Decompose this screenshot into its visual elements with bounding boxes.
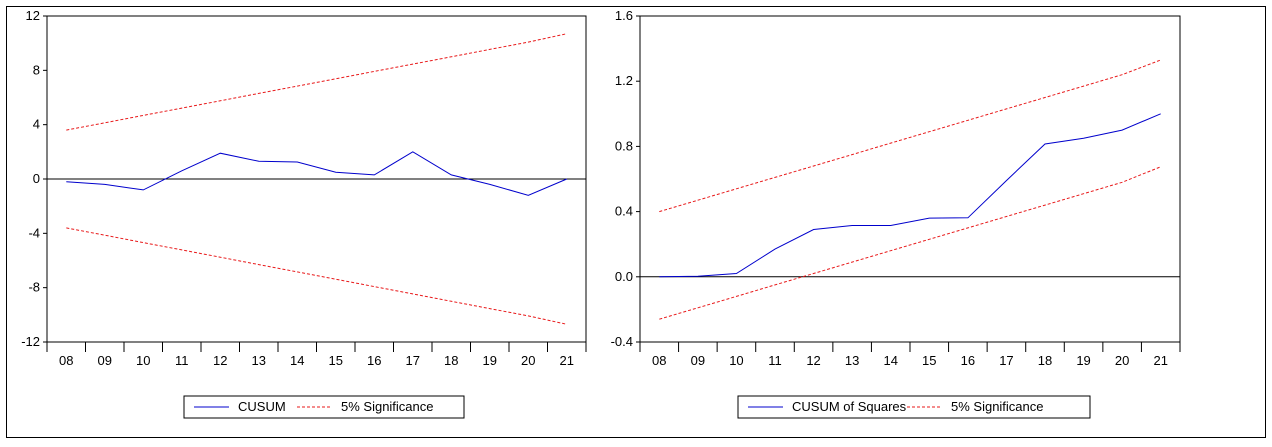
y-tick-label: -12 [21, 334, 40, 349]
series-line-2 [659, 59, 1161, 213]
x-tick-label: 18 [444, 353, 458, 368]
y-tick-label: 0 [33, 171, 40, 186]
legend-label: CUSUM of Squares [792, 399, 907, 414]
x-tick-label: 14 [883, 353, 897, 368]
x-tick-label: 09 [691, 353, 705, 368]
y-tick-label: -4 [28, 225, 40, 240]
x-tick-label: 21 [560, 353, 574, 368]
x-tick-label: 10 [136, 353, 150, 368]
x-tick-label: 18 [1038, 353, 1052, 368]
y-tick-label: 8 [33, 62, 40, 77]
series-line-2 [66, 33, 567, 131]
x-tick-label: 13 [252, 353, 266, 368]
chart-panel-2: -0.4 0.0 0.4 0.8 1.2 1.6 08 09 10 11 12 13 14 15 16 17 1… [611, 8, 1181, 419]
y-tick-label: -8 [28, 280, 40, 295]
x-tick-label: 10 [729, 353, 743, 368]
y-tick-label: 1.6 [615, 8, 633, 23]
y-tick-label: -0.4 [611, 334, 633, 349]
x-tick-label: 11 [175, 353, 189, 368]
x-tick-label: 20 [1115, 353, 1129, 368]
x-tick-label: 13 [845, 353, 859, 368]
x-tick-label: 11 [768, 353, 782, 368]
x-tick-label: 12 [806, 353, 820, 368]
y-tick-label: 1.2 [615, 73, 633, 88]
y-tick-label: 12 [26, 8, 40, 23]
y-tick-label: 0.0 [615, 269, 633, 284]
x-tick-label: 19 [483, 353, 497, 368]
x-tick-label: 09 [98, 353, 112, 368]
x-tick-label: 16 [961, 353, 975, 368]
y-tick-label: 4 [33, 117, 40, 132]
x-tick-label: 08 [652, 353, 666, 368]
chart-panel-1: -12 -8 -4 0 4 8 12 08 09 10 11 12 13 14 15 16 17 18 19 20 21… [21, 8, 587, 419]
series-line-3 [659, 166, 1161, 320]
x-tick-label: 21 [1153, 353, 1167, 368]
y-tick-label: 0.8 [615, 138, 633, 153]
y-tick-label: 0.4 [615, 204, 633, 219]
x-tick-label: 19 [1076, 353, 1090, 368]
figure-frame [6, 6, 1266, 438]
x-tick-label: 08 [59, 353, 73, 368]
x-tick-label: 17 [999, 353, 1013, 368]
x-tick-label: 15 [922, 353, 936, 368]
x-tick-label: 20 [521, 353, 535, 368]
series-line-1 [66, 151, 567, 196]
legend-label: CUSUM [238, 399, 286, 414]
plot-area [639, 15, 1181, 343]
legend-label: 5% Significance [951, 399, 1044, 414]
series-line-1 [659, 113, 1161, 278]
x-tick-label: 14 [290, 353, 304, 368]
x-tick-label: 15 [329, 353, 343, 368]
x-tick-label: 17 [406, 353, 420, 368]
x-tick-label: 16 [367, 353, 381, 368]
legend-label: 5% Significance [341, 399, 434, 414]
series-line-3 [66, 227, 567, 325]
x-tick-label: 12 [213, 353, 227, 368]
